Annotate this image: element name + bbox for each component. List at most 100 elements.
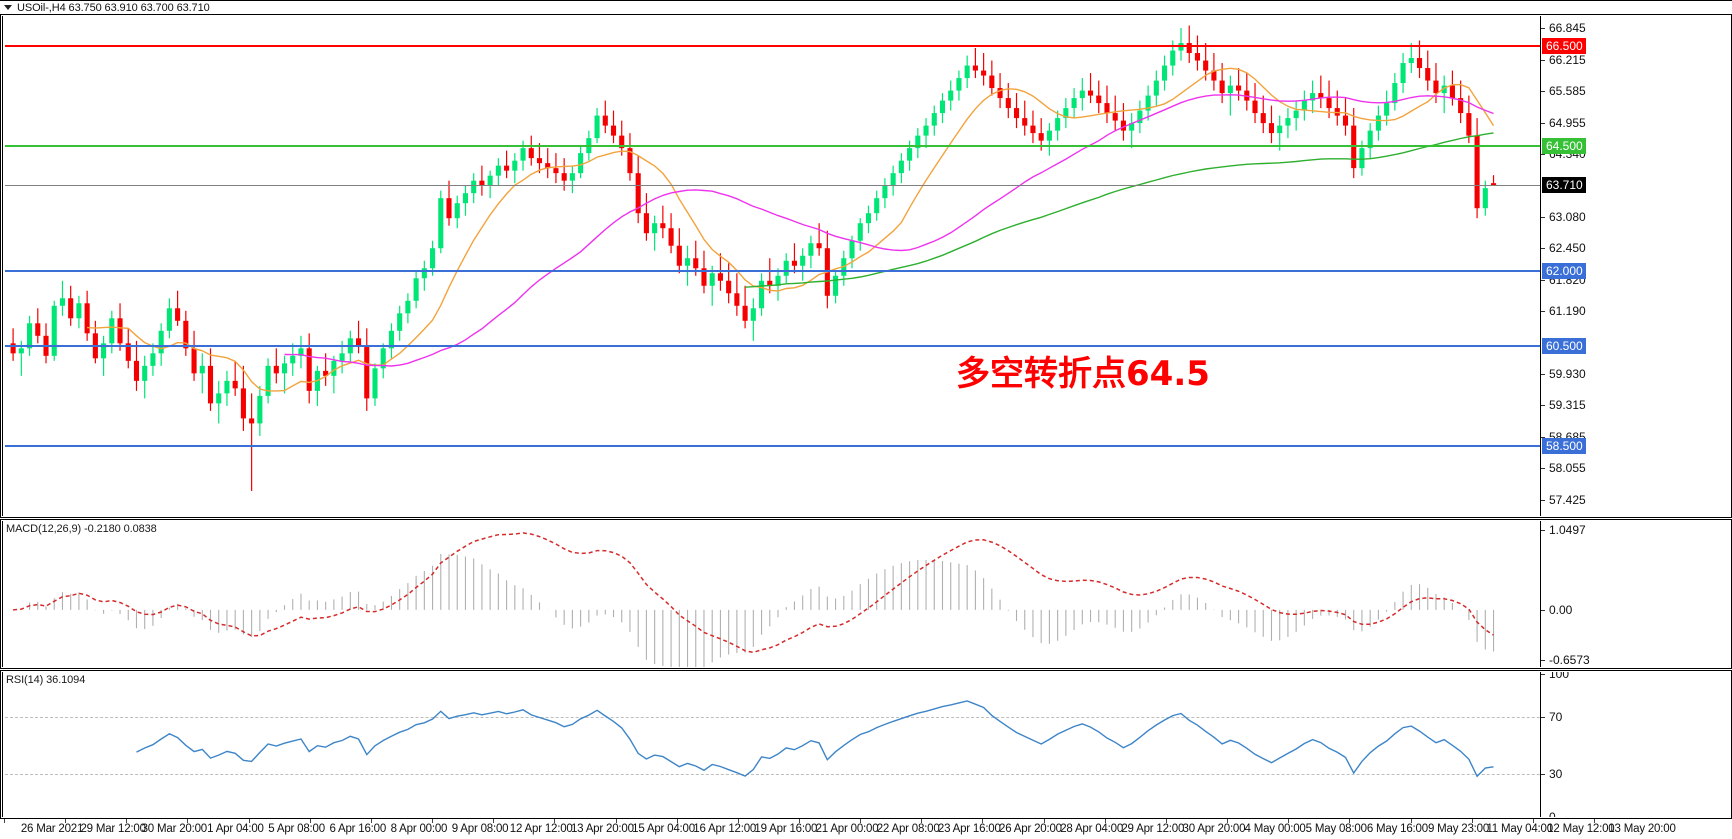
time-axis-tick [860, 819, 862, 823]
time-axis-tick [248, 819, 250, 823]
time-axis-tick [615, 819, 617, 823]
axis-tick-label: -0.6573 [1549, 652, 1590, 667]
time-axis-tick [921, 819, 923, 823]
time-axis-label: 22 Apr 08:00 [876, 823, 940, 835]
time-axis-label: 26 Apr 20:00 [999, 823, 1062, 835]
time-axis-tick [1349, 819, 1351, 823]
axis-tick [1541, 529, 1545, 531]
time-axis-label: 12 May 12:00 [1547, 823, 1615, 835]
resistance-line-66-5[interactable] [5, 44, 1730, 47]
time-axis-tick [737, 819, 739, 823]
time-axis-tick [1227, 819, 1229, 823]
time-axis-label: 6 Apr 16:00 [329, 823, 387, 835]
macd-axis[interactable]: 1.0497 0.00 -0.6573 [1540, 521, 1730, 667]
time-axis[interactable]: 26 Mar 2021 29 Mar 12:00 30 Mar 20:00 1 Apr… [0, 818, 1732, 839]
support-line-62[interactable] [5, 269, 1730, 272]
axis-tick [1541, 248, 1545, 250]
time-axis-tick [982, 819, 984, 823]
axis-tick-label: 61.190 [1549, 304, 1586, 319]
time-axis-label: 8 Apr 00:00 [390, 823, 448, 835]
axis-tick [1541, 374, 1545, 376]
chart-annotation-text: 多空转折点64.5 [956, 354, 1210, 394]
time-axis-label: 9 May 23:00 [1427, 823, 1490, 835]
time-axis-label: 16 Apr 12:00 [693, 823, 757, 835]
time-axis-tick [1594, 819, 1595, 823]
axis-tick [1541, 59, 1545, 61]
time-axis-label: 11 May 04:00 [1486, 823, 1553, 835]
axis-tick [1541, 91, 1545, 93]
pivot-line-64-5[interactable] [5, 144, 1730, 147]
rsi-plot-area[interactable] [5, 672, 1730, 817]
axis-tick [1541, 716, 1545, 718]
time-axis-label: 15 Apr 04:00 [632, 823, 695, 835]
time-axis-tick [799, 819, 800, 823]
macd-plot-area[interactable] [5, 521, 1730, 667]
axis-tick-label: 57.425 [1549, 492, 1586, 507]
axis-tick [1541, 122, 1545, 124]
axis-tick [1541, 609, 1545, 611]
macd-label: MACD(12,26,9) -0.2180 0.0838 [6, 523, 157, 535]
price-plot-area[interactable] [5, 16, 1730, 516]
time-axis-label: 4 May 00:00 [1244, 823, 1306, 835]
time-axis-tick [309, 819, 311, 823]
time-axis-label: 12 Apr 12:00 [509, 823, 573, 835]
time-axis-tick [554, 819, 556, 823]
symbol-ohlc-label: USOil-,H4 63.750 63.910 63.700 63.710 [17, 1, 210, 14]
price-level-badge[interactable]: 60.500 [1542, 337, 1586, 354]
price-level-badge[interactable]: 58.500 [1542, 437, 1586, 454]
price-chart-panel: 66.845 66.215 65.585 64.955 64.340 63.080 62.4… [0, 14, 1732, 518]
current-price-line[interactable] [5, 185, 1730, 187]
price-level-badge[interactable]: 66.500 [1542, 37, 1586, 54]
time-axis-label: 30 Mar 20:00 [141, 823, 208, 835]
time-axis-label: 5 Apr 08:00 [268, 823, 325, 835]
macd-series [13, 532, 1495, 667]
axis-tick [1541, 216, 1545, 218]
rsi-panel: 100 70 30 0 [0, 670, 1732, 819]
time-axis-tick [1410, 819, 1412, 823]
time-axis-tick [187, 819, 189, 823]
time-axis-tick [1288, 819, 1290, 823]
time-axis-tick [65, 819, 67, 823]
axis-tick-label: 63.080 [1549, 209, 1586, 224]
time-axis-label: 21 Apr 00:00 [815, 823, 879, 835]
time-axis-tick [4, 819, 5, 823]
time-axis-tick [1532, 819, 1534, 823]
axis-tick-label: 62.450 [1549, 241, 1586, 256]
time-axis-tick [1104, 819, 1106, 823]
axis-tick-label: 65.585 [1549, 84, 1586, 99]
candlestick-series [10, 25, 1497, 491]
price-level-badge[interactable]: 64.500 [1542, 137, 1586, 154]
time-axis-label: 29 Mar 12:00 [80, 823, 146, 835]
axis-tick [1541, 436, 1545, 438]
axis-tick [1541, 279, 1545, 281]
rsi-axis[interactable]: 100 70 30 0 [1540, 672, 1730, 817]
collapse-caret-icon[interactable] [4, 5, 12, 10]
axis-tick [1541, 468, 1545, 470]
axis-tick [1541, 405, 1545, 407]
time-axis-label: 23 Apr 16:00 [937, 823, 1001, 835]
time-axis-tick [1471, 819, 1473, 823]
axis-tick-label: 66.215 [1549, 52, 1586, 67]
rsi-label: RSI(14) 36.1094 [6, 674, 86, 686]
axis-tick [1541, 499, 1545, 501]
axis-tick-label: 70 [1549, 709, 1563, 724]
axis-tick [1541, 311, 1545, 313]
time-axis-tick [493, 819, 495, 823]
support-line-60-5[interactable] [5, 344, 1730, 347]
axis-tick-label: 30 [1549, 767, 1563, 782]
time-axis-label: 1 Apr 04:00 [207, 823, 264, 835]
support-line-58-5[interactable] [5, 444, 1730, 447]
time-axis-label: 30 Apr 20:00 [1182, 823, 1246, 835]
price-level-badge[interactable]: 62.000 [1542, 262, 1586, 279]
time-axis-label: 29 Apr 12:00 [1121, 823, 1185, 835]
time-axis-tick [1043, 819, 1045, 823]
axis-tick [1541, 674, 1545, 675]
axis-tick [1541, 28, 1545, 30]
price-level-badge[interactable]: 63.710 [1542, 177, 1586, 194]
time-axis-label: 13 May 20:00 [1608, 823, 1676, 835]
axis-tick-label: 64.955 [1549, 115, 1586, 130]
symbol-header-bar: USOil-,H4 63.750 63.910 63.700 63.710 [0, 1, 1732, 14]
price-axis[interactable]: 66.845 66.215 65.585 64.955 64.340 63.080 62.4… [1540, 16, 1730, 516]
axis-tick [1541, 153, 1545, 155]
